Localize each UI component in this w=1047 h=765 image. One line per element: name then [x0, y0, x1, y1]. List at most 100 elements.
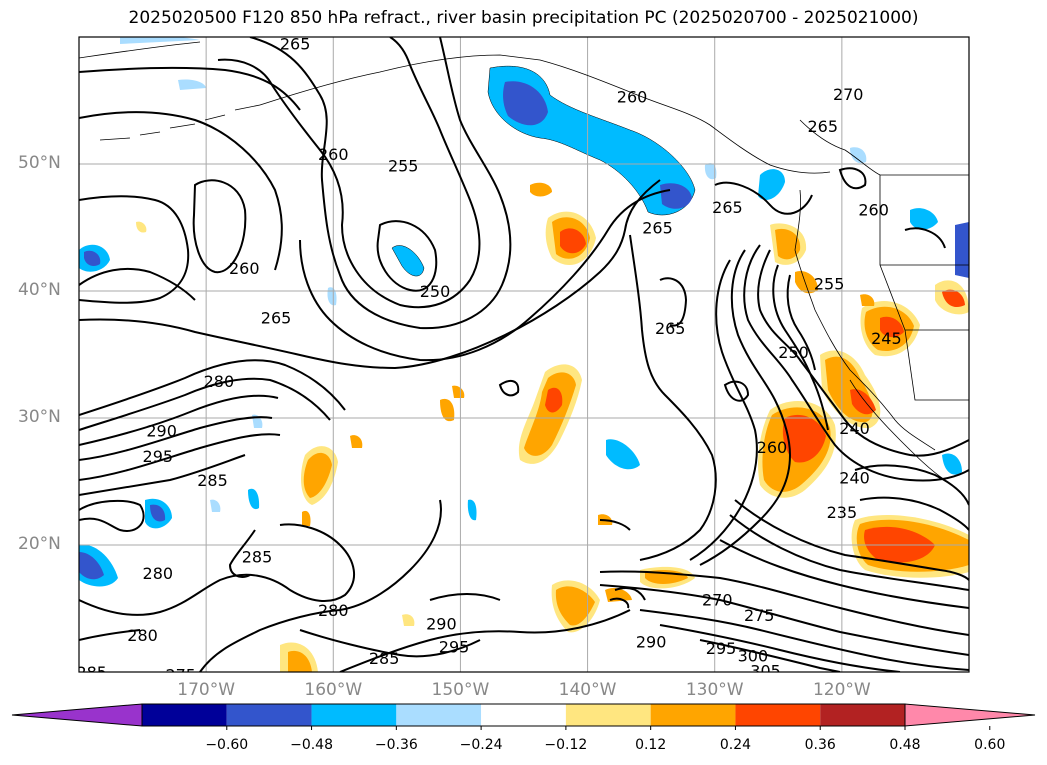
contour-value-label: 280 — [143, 564, 174, 583]
bc-coastline — [799, 119, 881, 176]
colorbar-swatch — [565, 704, 651, 726]
negative-anomaly-shading — [178, 79, 206, 90]
contour-line — [599, 584, 969, 656]
contour-line — [689, 259, 758, 561]
colorbar-swatch — [142, 704, 227, 726]
map-title: 2025020500 F120 850 hPa refract., river … — [128, 8, 919, 28]
positive-anomaly-shading — [136, 221, 147, 233]
contour-line — [228, 529, 256, 578]
contour-line — [859, 496, 969, 531]
contour-line — [639, 609, 969, 671]
contour-line — [609, 587, 646, 609]
contour-value-label: 265 — [261, 309, 292, 328]
contour-value-label: 270 — [702, 591, 733, 610]
positive-anomaly-shading — [795, 270, 818, 294]
contour-line — [659, 277, 688, 327]
contour-line — [79, 523, 355, 616]
contour-line — [714, 181, 813, 215]
contour-value-label: 275 — [165, 666, 196, 685]
contour-value-label: 255 — [814, 274, 845, 293]
contour-value-label: 260 — [858, 201, 889, 220]
contour-line — [79, 195, 190, 304]
negative-anomaly-shading — [606, 439, 640, 470]
contour-line — [599, 570, 969, 636]
colorbar-swatch — [735, 704, 821, 726]
contour-value-label: 300 — [738, 646, 769, 665]
colorbar-tick-label: −0.60 — [205, 737, 249, 753]
longitude-label: 170°W — [177, 680, 236, 700]
negative-anomaly-shading — [84, 250, 101, 266]
contour-line — [719, 539, 969, 609]
contour-line — [723, 380, 750, 402]
contour-value-label: 290 — [146, 422, 177, 441]
colorbar-frame — [141, 703, 906, 727]
contour-line — [79, 433, 281, 481]
colorbar — [11, 703, 1036, 730]
contour-value-label: 265 — [642, 219, 673, 238]
contour-value-label: 250 — [778, 343, 809, 362]
negative-anomaly-shading — [79, 552, 104, 580]
contour-value-label: 285 — [242, 547, 273, 566]
positive-anomaly-shading — [555, 586, 595, 626]
contour-labels: 265 260 270 265 260 255 265 265 260 260 250 255 265 2… — [79, 34, 902, 685]
negative-anomaly-shading — [248, 488, 260, 510]
negative-anomaly-shading — [150, 504, 166, 522]
contour-line — [772, 264, 829, 431]
negative-anomaly-shading — [955, 222, 969, 278]
contour-line — [79, 179, 661, 370]
latitude-label: 40°N — [18, 280, 61, 300]
contour-value-label: 295 — [439, 638, 470, 657]
contour-line — [854, 464, 969, 506]
contour-value-label: 265 — [280, 34, 311, 53]
contour-line — [79, 111, 283, 271]
negative-anomaly-shading — [704, 163, 717, 180]
contour-line — [299, 629, 481, 658]
longitude-label: 140°W — [558, 680, 617, 700]
colorbar-tick-label: −0.48 — [290, 737, 333, 753]
contour-line — [429, 519, 631, 601]
contour-line — [249, 37, 512, 330]
colorbar-swatch — [650, 704, 736, 726]
contour-value-label: 280 — [204, 372, 235, 391]
colorbar-swatch — [396, 704, 482, 726]
contour-line — [786, 274, 816, 371]
colorbar-tick-label: 0.48 — [889, 737, 921, 753]
baja-coastline — [849, 379, 946, 481]
contour-value-label: 265 — [655, 319, 686, 338]
contour-line — [79, 394, 279, 446]
negative-anomaly-shading — [391, 245, 425, 277]
colorbar-swatch — [311, 704, 397, 726]
west-coast — [794, 189, 896, 421]
contour-line — [79, 66, 301, 111]
colorbar-extend-arrow — [904, 703, 1036, 727]
positive-anomaly-shading — [303, 452, 332, 498]
contour-line — [217, 37, 481, 309]
contour-value-label: 285 — [369, 649, 400, 668]
colorbar-swatch — [820, 704, 905, 726]
contour-value-label: 295 — [706, 639, 737, 658]
coastlines — [79, 41, 969, 481]
contour-line — [757, 249, 969, 457]
longitude-label: 150°W — [431, 680, 490, 700]
colorbar-tick-label: 0.36 — [804, 737, 836, 753]
latitude-label: 20°N — [18, 534, 61, 554]
positive-anomaly-shading — [350, 435, 363, 448]
contour-line — [659, 624, 901, 672]
positive-anomaly-shading — [775, 228, 801, 260]
contour-line — [79, 454, 246, 496]
positive-anomaly-shading — [288, 650, 312, 672]
positive-anomaly-shading — [545, 387, 563, 413]
contour-line — [734, 499, 969, 581]
graticule — [79, 37, 969, 672]
negative-anomaly-shading — [503, 81, 548, 126]
contour-line — [699, 249, 792, 566]
contour-line — [79, 359, 346, 416]
contour-value-label: 280 — [127, 626, 158, 645]
colorbar-tick-label: −0.36 — [374, 737, 418, 753]
positive-anomaly-shading — [402, 614, 415, 626]
contour-value-label: 290 — [636, 633, 667, 652]
contour-value-label: 290 — [426, 615, 457, 634]
contour-line — [339, 609, 631, 672]
colorbar-tick-label: −0.12 — [544, 737, 588, 753]
positive-anomaly-shading — [942, 289, 965, 308]
